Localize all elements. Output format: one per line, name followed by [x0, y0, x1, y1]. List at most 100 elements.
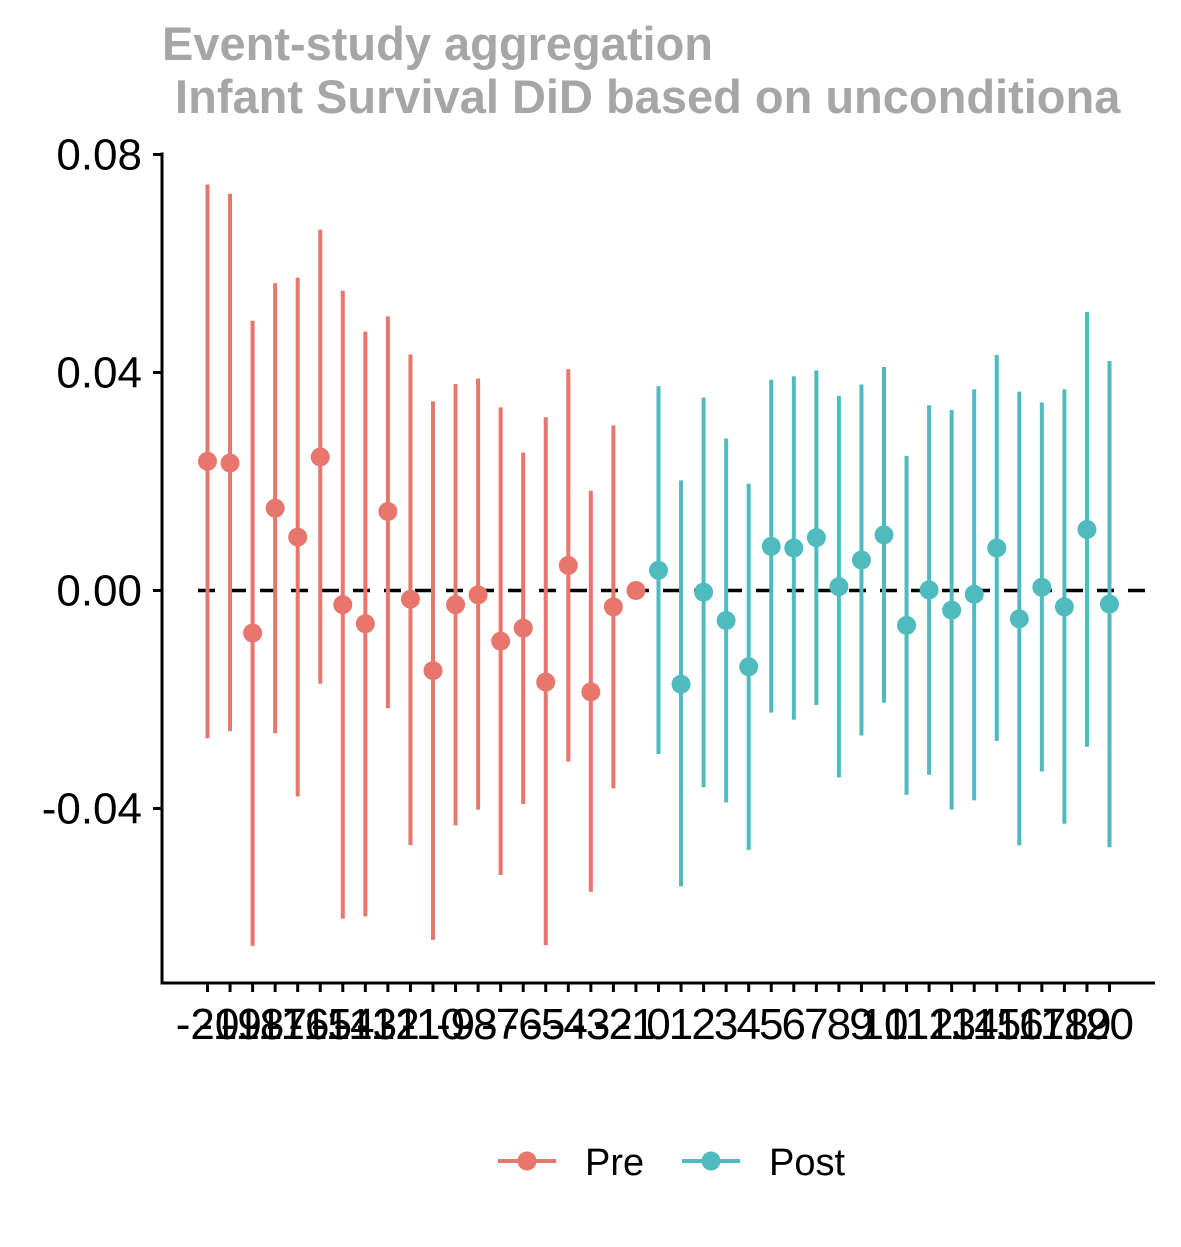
x-tick-label: -12	[356, 1000, 420, 1049]
pre-point	[265, 498, 285, 518]
x-tick-label: 15	[972, 1000, 1021, 1049]
pre-point	[581, 682, 601, 702]
y-tick-label: 0.00	[56, 567, 142, 616]
post-point	[964, 584, 984, 604]
pre-point	[378, 501, 398, 521]
pre-point	[513, 618, 533, 638]
x-tick-label: -9	[436, 1000, 475, 1049]
pre-point	[468, 585, 488, 605]
x-tick-label: -11	[380, 1000, 440, 1049]
x-tick-label: -2	[594, 1000, 633, 1049]
post-point	[716, 610, 736, 630]
pre-point	[288, 527, 308, 547]
x-tick-label: 2	[691, 1000, 715, 1049]
x-tick-label: -14	[311, 1000, 375, 1049]
x-tick-label: 16	[995, 1000, 1044, 1049]
y-tick-label: 0.08	[56, 131, 142, 180]
x-tick-label: 8	[827, 1000, 851, 1049]
post-point	[942, 600, 962, 620]
legend-pre-label: Pre	[585, 1142, 644, 1184]
x-tick-label: -8	[459, 1000, 498, 1049]
x-tick-label: -10	[401, 1000, 465, 1049]
pre-point	[626, 581, 646, 600]
post-point	[851, 550, 871, 570]
post-point	[874, 525, 894, 545]
post-point	[671, 674, 691, 694]
x-tick-label: 7	[804, 1000, 828, 1049]
series-pre	[198, 184, 646, 946]
pre-point	[243, 623, 263, 643]
pre-point	[558, 555, 578, 575]
x-tick-label: 0	[646, 1000, 670, 1049]
x-tick-label: 13	[927, 1000, 976, 1049]
pre-point	[603, 597, 623, 617]
pre-point	[446, 595, 466, 615]
x-axis-ticks: -20-19-18-17-16-15-14-13-12-11-10-9-8-7-…	[176, 983, 1134, 1049]
pre-point	[423, 661, 443, 681]
post-point	[1032, 577, 1052, 597]
x-tick-label: -18	[221, 1000, 285, 1049]
x-tick-label: -17	[243, 1000, 307, 1049]
chart-title: Event-study aggregation	[162, 17, 713, 70]
pre-point	[333, 595, 353, 615]
x-tick-label: -3	[571, 1000, 610, 1049]
x-tick-label: 3	[714, 1000, 738, 1049]
legend-post-label: Post	[769, 1142, 845, 1184]
x-tick-label: -5	[526, 1000, 565, 1049]
legend: Pre Post	[498, 1142, 845, 1184]
x-tick-label: -7	[481, 1000, 520, 1049]
x-tick-label: -19	[198, 1000, 262, 1049]
pre-point	[491, 631, 511, 651]
x-tick-label: 5	[759, 1000, 783, 1049]
x-tick-label: -20	[176, 1000, 240, 1049]
x-tick-label: -6	[504, 1000, 543, 1049]
y-tick-label: 0.04	[56, 349, 142, 398]
y-axis-ticks: 0.08 0.04 0.00 -0.04	[42, 131, 162, 834]
x-tick-label: -13	[334, 1000, 398, 1049]
post-point	[694, 582, 714, 602]
post-point	[919, 580, 939, 600]
y-tick-label: -0.04	[42, 785, 142, 834]
series-post	[649, 312, 1119, 887]
post-point	[897, 615, 917, 635]
post-point	[987, 538, 1007, 558]
x-tick-label: 10	[860, 1000, 909, 1049]
x-tick-label: 9	[849, 1000, 873, 1049]
x-tick-label: 17	[1017, 1000, 1066, 1049]
post-point	[739, 657, 759, 677]
x-tick-label: -16	[266, 1000, 330, 1049]
x-tick-label: -4	[549, 1000, 588, 1049]
x-tick-label: 18	[1040, 1000, 1089, 1049]
x-tick-label: -15	[288, 1000, 352, 1049]
pre-point	[536, 672, 556, 692]
pre-point	[220, 453, 240, 473]
post-point	[649, 560, 668, 580]
pre-point	[310, 447, 330, 467]
x-tick-label: 1	[669, 1000, 693, 1049]
x-tick-label: 14	[950, 1000, 999, 1049]
post-point	[806, 528, 826, 548]
x-tick-label: 6	[782, 1000, 806, 1049]
x-tick-label: 20	[1085, 1000, 1134, 1049]
post-point	[1100, 594, 1119, 614]
legend-post-key-point	[701, 1151, 721, 1171]
pre-point	[400, 589, 420, 609]
post-point	[761, 536, 781, 556]
legend-item-post: Post	[682, 1142, 845, 1184]
post-point	[829, 577, 849, 597]
x-tick-label: -1	[616, 1000, 655, 1049]
x-tick-label: 4	[736, 1000, 760, 1049]
pre-point	[355, 614, 375, 634]
chart-subtitle: Infant Survival DiD based on uncondition…	[162, 70, 1121, 123]
x-tick-label: 19	[1062, 1000, 1111, 1049]
legend-pre-key-point	[517, 1151, 537, 1171]
x-tick-label: 11	[884, 1000, 930, 1049]
x-tick-label: 12	[905, 1000, 954, 1049]
post-point	[1077, 519, 1097, 539]
pre-point	[198, 451, 217, 471]
post-point	[1054, 597, 1074, 617]
post-point	[784, 538, 804, 558]
post-point	[1009, 609, 1029, 629]
legend-item-pre: Pre	[498, 1142, 644, 1184]
